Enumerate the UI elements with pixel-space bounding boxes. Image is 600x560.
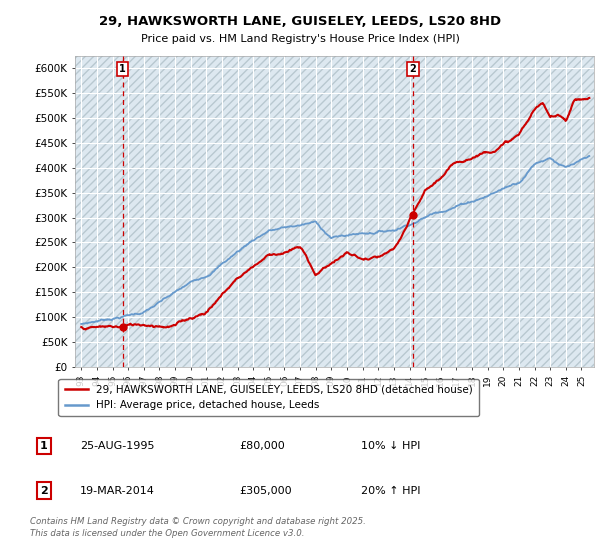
Text: 2: 2 [410,64,416,74]
Text: 29, HAWKSWORTH LANE, GUISELEY, LEEDS, LS20 8HD: 29, HAWKSWORTH LANE, GUISELEY, LEEDS, LS… [99,15,501,28]
Text: 25-AUG-1995: 25-AUG-1995 [80,441,154,451]
Text: Contains HM Land Registry data © Crown copyright and database right 2025.
This d: Contains HM Land Registry data © Crown c… [30,517,366,538]
Text: Price paid vs. HM Land Registry's House Price Index (HPI): Price paid vs. HM Land Registry's House … [140,34,460,44]
Text: 2: 2 [40,486,47,496]
Text: 20% ↑ HPI: 20% ↑ HPI [361,486,421,496]
Text: 10% ↓ HPI: 10% ↓ HPI [361,441,421,451]
Text: £80,000: £80,000 [240,441,286,451]
Text: £305,000: £305,000 [240,486,292,496]
Text: 19-MAR-2014: 19-MAR-2014 [80,486,155,496]
Text: 1: 1 [119,64,126,74]
Legend: 29, HAWKSWORTH LANE, GUISELEY, LEEDS, LS20 8HD (detached house), HPI: Average pr: 29, HAWKSWORTH LANE, GUISELEY, LEEDS, LS… [58,379,479,417]
Text: 1: 1 [40,441,47,451]
